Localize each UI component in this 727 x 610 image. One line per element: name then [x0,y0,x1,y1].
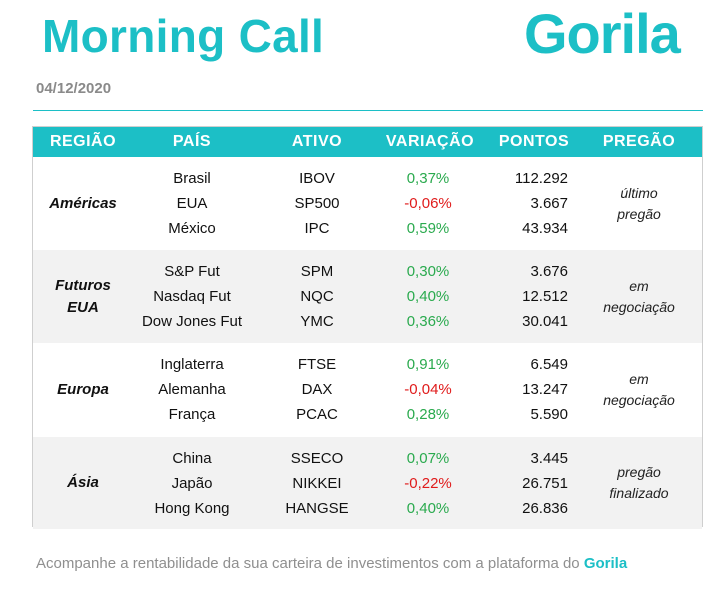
country-cell: China [172,450,212,467]
points-cell: 43.934 [522,220,568,237]
points-cell: 12.512 [522,288,568,305]
variation-cell: -0,06% [404,195,452,212]
column-header-region: REGIÃO [49,133,117,150]
asset-cell: SPM [300,263,334,280]
region-label-line: Américas [49,195,117,212]
session-status-line: negociação [603,299,675,315]
region-label: Futuros EUA [33,275,133,319]
footer-brand-link[interactable]: Gorila [583,555,628,572]
session-status: pregão finalizado [583,462,695,504]
region-group: Ásia pregão finalizado China SSECO 0,07% 3.445… [33,437,702,529]
asset-cell: IPC [304,220,330,237]
footer-text: Acompanhe a rentabilidade da sua carteir… [36,555,580,572]
variation-cell: 0,28% [406,406,450,423]
variation-cell: 0,30% [406,263,450,280]
variation-cell: 0,91% [406,356,450,373]
country-cell: Nasdaq Fut [153,288,231,305]
country-cell: Brasil [173,170,211,187]
session-status-line: finalizado [609,485,669,501]
region-label-line: EUA [67,299,99,316]
points-cell: 13.247 [522,381,568,398]
points-cell: 112.292 [514,170,568,187]
points-cell: 26.836 [522,500,568,517]
variation-cell: 0,59% [406,220,450,237]
points-cell: 26.751 [522,475,568,492]
points-cell: 3.676 [530,263,568,280]
region-label-line: Europa [57,381,109,398]
region-label: Américas [33,193,133,215]
country-cell: EUA [176,195,208,212]
region-group: Futuros EUA em negociação S&P Fut SPM 0,30% 3.6… [33,250,702,343]
country-cell: Japão [171,475,213,492]
asset-cell: PCAC [296,406,338,423]
country-cell: S&P Fut [164,263,220,280]
asset-cell: HANGSE [285,500,349,517]
session-status-line: negociação [603,392,675,408]
country-cell: México [168,220,216,237]
asset-cell: FTSE [297,356,337,373]
region-label: Europa [33,379,133,401]
session-status: último pregão [583,183,695,225]
session-status: em negociação [583,276,695,318]
variation-cell: 0,07% [406,450,450,467]
session-status: em negociação [583,369,695,411]
footer-note: Acompanhe a rentabilidade da sua carteir… [36,555,627,572]
country-cell: Dow Jones Fut [141,313,243,330]
column-header-variation: VARIAÇÃO [385,133,475,150]
asset-cell: IBOV [299,170,335,187]
region-label: Ásia [33,472,133,494]
gorila-logo: Gorila [524,2,681,65]
variation-cell: 0,40% [406,288,450,305]
header-divider [33,110,703,111]
region-label-line: Ásia [67,474,99,491]
asset-cell: SSECO [290,450,344,467]
asset-cell: SP500 [294,195,340,212]
variation-cell: -0,04% [404,381,452,398]
points-cell: 5.590 [530,406,568,423]
table-header: REGIÃO PAÍS ATIVO VARIAÇÃO PONTOS PREGÃO [33,127,702,157]
variation-cell: -0,22% [404,475,452,492]
session-status-line: pregão [617,206,661,222]
asset-cell: YMC [300,313,334,330]
column-header-points: PONTOS [498,133,570,150]
column-header-session: PREGÃO [602,133,676,150]
session-status-line: pregão [617,464,661,480]
variation-cell: 0,40% [406,500,450,517]
country-cell: Hong Kong [154,500,230,517]
session-status-line: último [620,185,658,201]
points-cell: 30.041 [522,313,568,330]
region-label-line: Futuros [55,277,111,294]
variation-cell: 0,37% [406,170,450,187]
points-cell: 6.549 [530,356,568,373]
market-table: REGIÃO PAÍS ATIVO VARIAÇÃO PONTOS PREGÃO… [32,126,703,529]
points-cell: 3.445 [530,450,568,467]
asset-cell: NQC [300,288,334,305]
variation-cell: 0,36% [406,313,450,330]
region-group: Europa em negociação Inglaterra FTSE 0,91% 6.5… [33,343,702,437]
country-cell: Alemanha [158,381,226,398]
column-header-country: PAÍS [172,133,212,150]
report-date: 04/12/2020 [36,80,112,97]
country-cell: Inglaterra [160,356,224,373]
points-cell: 3.667 [530,195,568,212]
asset-cell: NIKKEI [292,475,342,492]
session-status-line: em [629,371,649,387]
column-header-asset: ATIVO [291,133,343,150]
asset-cell: DAX [301,381,333,398]
session-status-line: em [629,278,649,294]
region-group: Américas último pregão Brasil IBOV 0,37% 112.2… [33,157,702,250]
country-cell: França [168,406,216,423]
page-title: Morning Call [42,10,325,62]
